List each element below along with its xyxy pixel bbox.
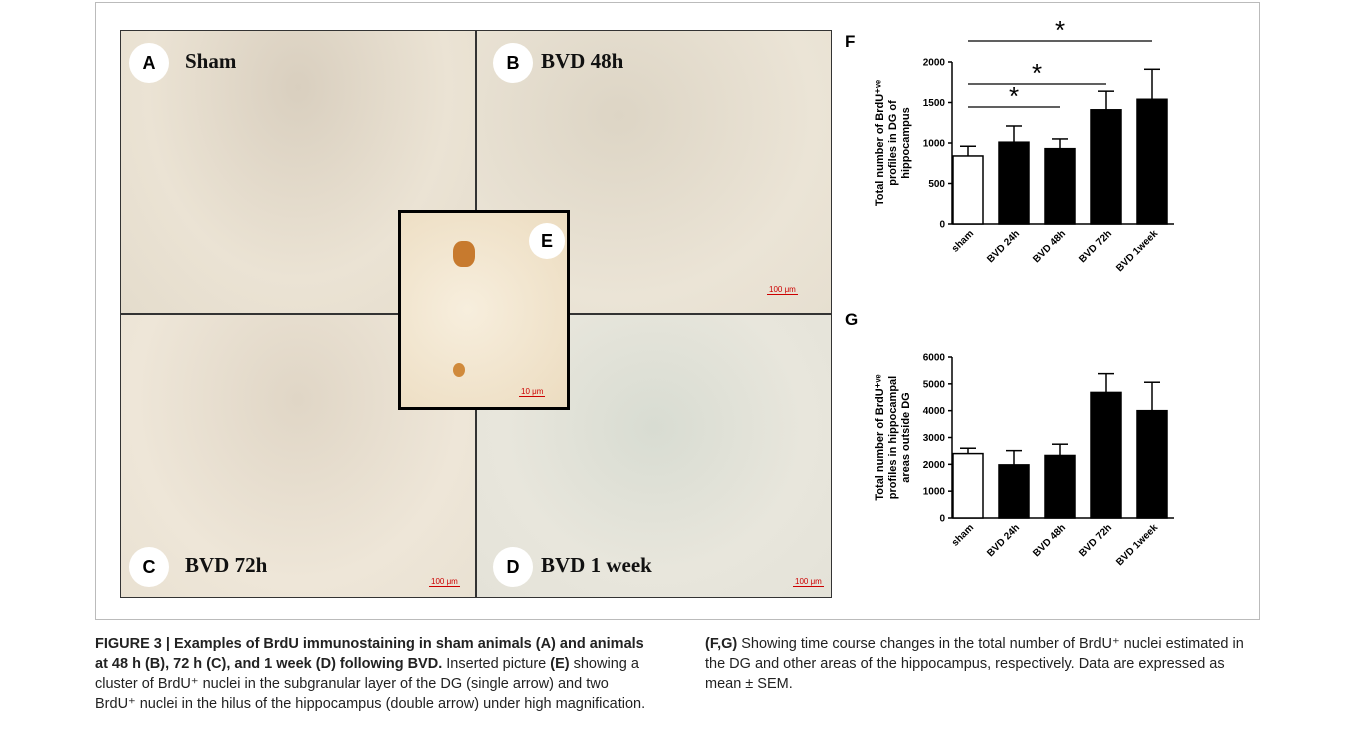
y-axis-title: areas outside DG bbox=[900, 392, 912, 482]
y-tick-label: 500 bbox=[928, 179, 945, 190]
y-tick-label: 2000 bbox=[923, 460, 946, 471]
panel-label: BVD 1 week bbox=[541, 553, 652, 577]
figure-frame bbox=[95, 2, 1260, 620]
nucleus bbox=[453, 363, 465, 377]
bar bbox=[1090, 109, 1122, 225]
panel-letter: C bbox=[129, 547, 169, 587]
caption-text: (E) bbox=[550, 656, 570, 672]
y-axis-title: hippocampus bbox=[900, 107, 912, 179]
nucleus bbox=[453, 241, 475, 267]
x-tick-label: BVD 24h bbox=[985, 522, 1022, 559]
inset-micrograph: E 10 μm bbox=[398, 210, 570, 410]
y-axis-title: Total number of BrdU⁺ᵛᵉ bbox=[874, 80, 886, 206]
x-tick-label: sham bbox=[950, 228, 976, 254]
scale-bar: 100 μm bbox=[767, 285, 798, 295]
y-axis-title: profiles in DG of bbox=[887, 100, 899, 186]
significance-star: * bbox=[1009, 81, 1019, 111]
bar bbox=[1044, 454, 1076, 519]
caption-text: (F,G) bbox=[705, 636, 738, 652]
bar bbox=[998, 141, 1030, 225]
y-tick-label: 0 bbox=[939, 514, 945, 525]
panel-letter: A bbox=[129, 43, 169, 83]
panel-label: BVD 72h bbox=[185, 553, 268, 577]
x-tick-label: BVD 1week bbox=[1114, 522, 1160, 568]
x-tick-label: BVD 72h bbox=[1077, 228, 1114, 265]
scale-bar: 100 μm bbox=[429, 577, 460, 587]
y-axis-title: Total number of BrdU⁺ᵛᵉ bbox=[874, 374, 886, 500]
caption-text: showing a cluster of BrdU⁺ nuclei in the… bbox=[95, 656, 646, 712]
bar bbox=[1136, 98, 1168, 225]
panel-letter: F bbox=[845, 32, 855, 51]
y-tick-label: 1000 bbox=[923, 487, 946, 498]
caption-text: Showing time course changes in the total… bbox=[705, 636, 1244, 692]
y-tick-label: 1500 bbox=[923, 98, 946, 109]
bar bbox=[1090, 391, 1122, 519]
y-tick-label: 2000 bbox=[923, 58, 946, 69]
x-tick-label: BVD 48h bbox=[1031, 228, 1068, 265]
bar bbox=[952, 452, 984, 519]
y-tick-label: 1000 bbox=[923, 139, 946, 150]
scale-bar: 10 μm bbox=[519, 387, 546, 397]
x-tick-label: BVD 1week bbox=[1114, 228, 1160, 274]
panel-letter: E bbox=[529, 223, 565, 259]
x-tick-label: BVD 24h bbox=[985, 228, 1022, 265]
y-tick-label: 4000 bbox=[923, 406, 946, 417]
x-tick-label: BVD 72h bbox=[1077, 522, 1114, 559]
y-tick-label: 5000 bbox=[923, 379, 946, 390]
significance-star: * bbox=[1032, 58, 1042, 88]
panel-label: Sham bbox=[185, 49, 237, 73]
bar bbox=[952, 155, 984, 225]
caption-text: Inserted picture bbox=[446, 656, 551, 672]
micrograph: B BVD 48h 100 μm bbox=[476, 30, 832, 314]
panel-letter: D bbox=[493, 547, 533, 587]
y-tick-label: 0 bbox=[939, 220, 945, 231]
y-tick-label: 3000 bbox=[923, 433, 946, 444]
panel-letter: G bbox=[845, 310, 858, 329]
bar bbox=[1136, 409, 1168, 519]
bar bbox=[1044, 147, 1076, 225]
panel-letter: B bbox=[493, 43, 533, 83]
x-tick-label: BVD 48h bbox=[1031, 522, 1068, 559]
bar bbox=[998, 464, 1030, 519]
caption-title: FIGURE 3 | Examples of BrdU immunostaini… bbox=[95, 636, 644, 672]
y-axis-title: profiles in hippocampal bbox=[887, 376, 899, 499]
caption-body: Inserted picture (E) showing a cluster o… bbox=[95, 636, 1244, 712]
caption: FIGURE 3 | Examples of BrdU immunostaini… bbox=[95, 634, 1260, 714]
x-tick-label: sham bbox=[950, 522, 976, 548]
scale-bar: 100 μm bbox=[793, 577, 824, 587]
y-tick-label: 6000 bbox=[923, 353, 946, 364]
panel-label: BVD 48h bbox=[541, 49, 624, 73]
significance-star: * bbox=[1055, 15, 1065, 45]
